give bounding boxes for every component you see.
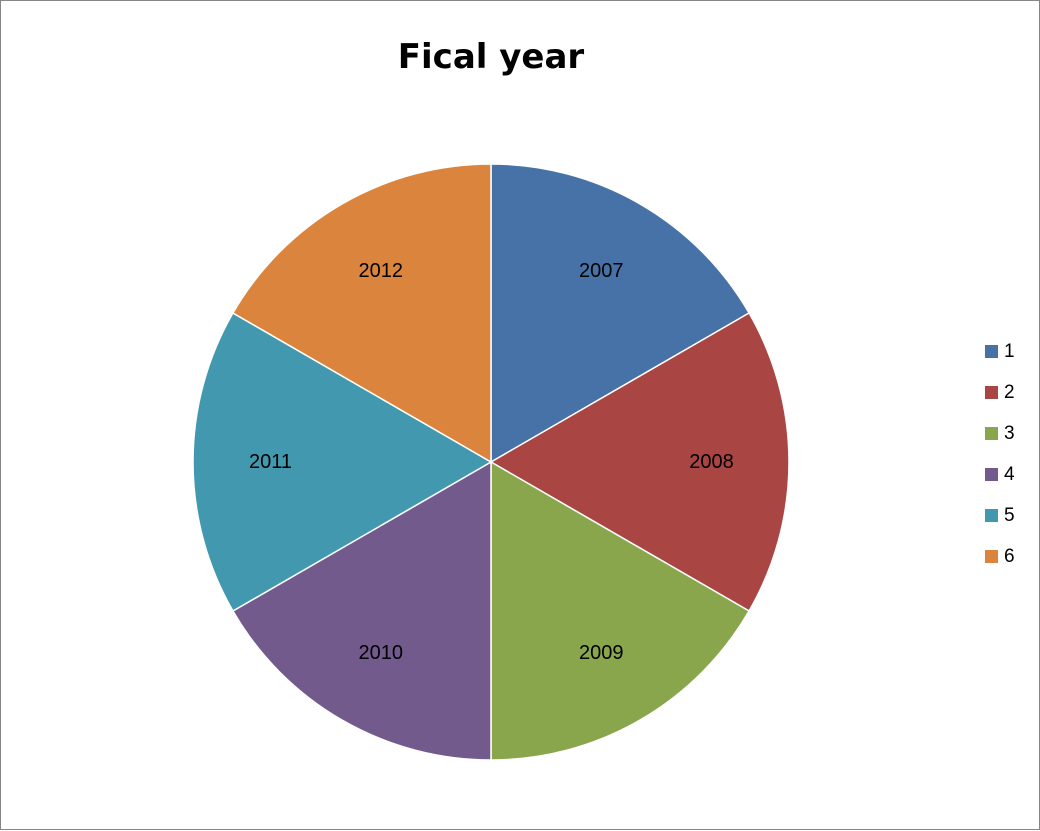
slice-label: 2011 [249,451,292,473]
legend-label: 3 [1004,422,1015,444]
slice-label: 2008 [689,451,734,473]
pie-slice-1 [490,163,751,464]
legend-swatch [985,427,998,440]
legend-swatch [985,550,998,563]
pie-slice-6 [231,163,492,464]
legend-item-6: 6 [985,536,1035,577]
legend-label: 5 [1004,504,1015,526]
legend-swatch [985,468,998,481]
legend-item-3: 3 [985,413,1035,454]
legend-swatch [985,509,998,522]
legend-item-5: 5 [985,495,1035,536]
legend-swatch [985,386,998,399]
slice-label: 2012 [358,260,403,282]
pie-slice-3 [490,460,751,761]
legend-item-4: 4 [985,454,1035,495]
legend-label: 6 [1004,545,1015,567]
legend-label: 1 [1004,340,1015,362]
pie-slice-4 [231,460,492,761]
legend-item-1: 1 [985,331,1035,372]
pie-slice-5 [192,311,493,613]
slice-label: 2010 [358,642,403,664]
legend-item-2: 2 [985,372,1035,413]
slice-label: 2007 [579,260,624,282]
pie-slice-2 [489,311,790,613]
legend-label: 4 [1004,463,1015,485]
chart-title: Fical year [397,37,585,77]
legend: 1 2 3 4 5 6 [985,331,1035,577]
legend-label: 2 [1004,381,1015,403]
slice-label: 2009 [579,642,624,664]
legend-swatch [985,345,998,358]
